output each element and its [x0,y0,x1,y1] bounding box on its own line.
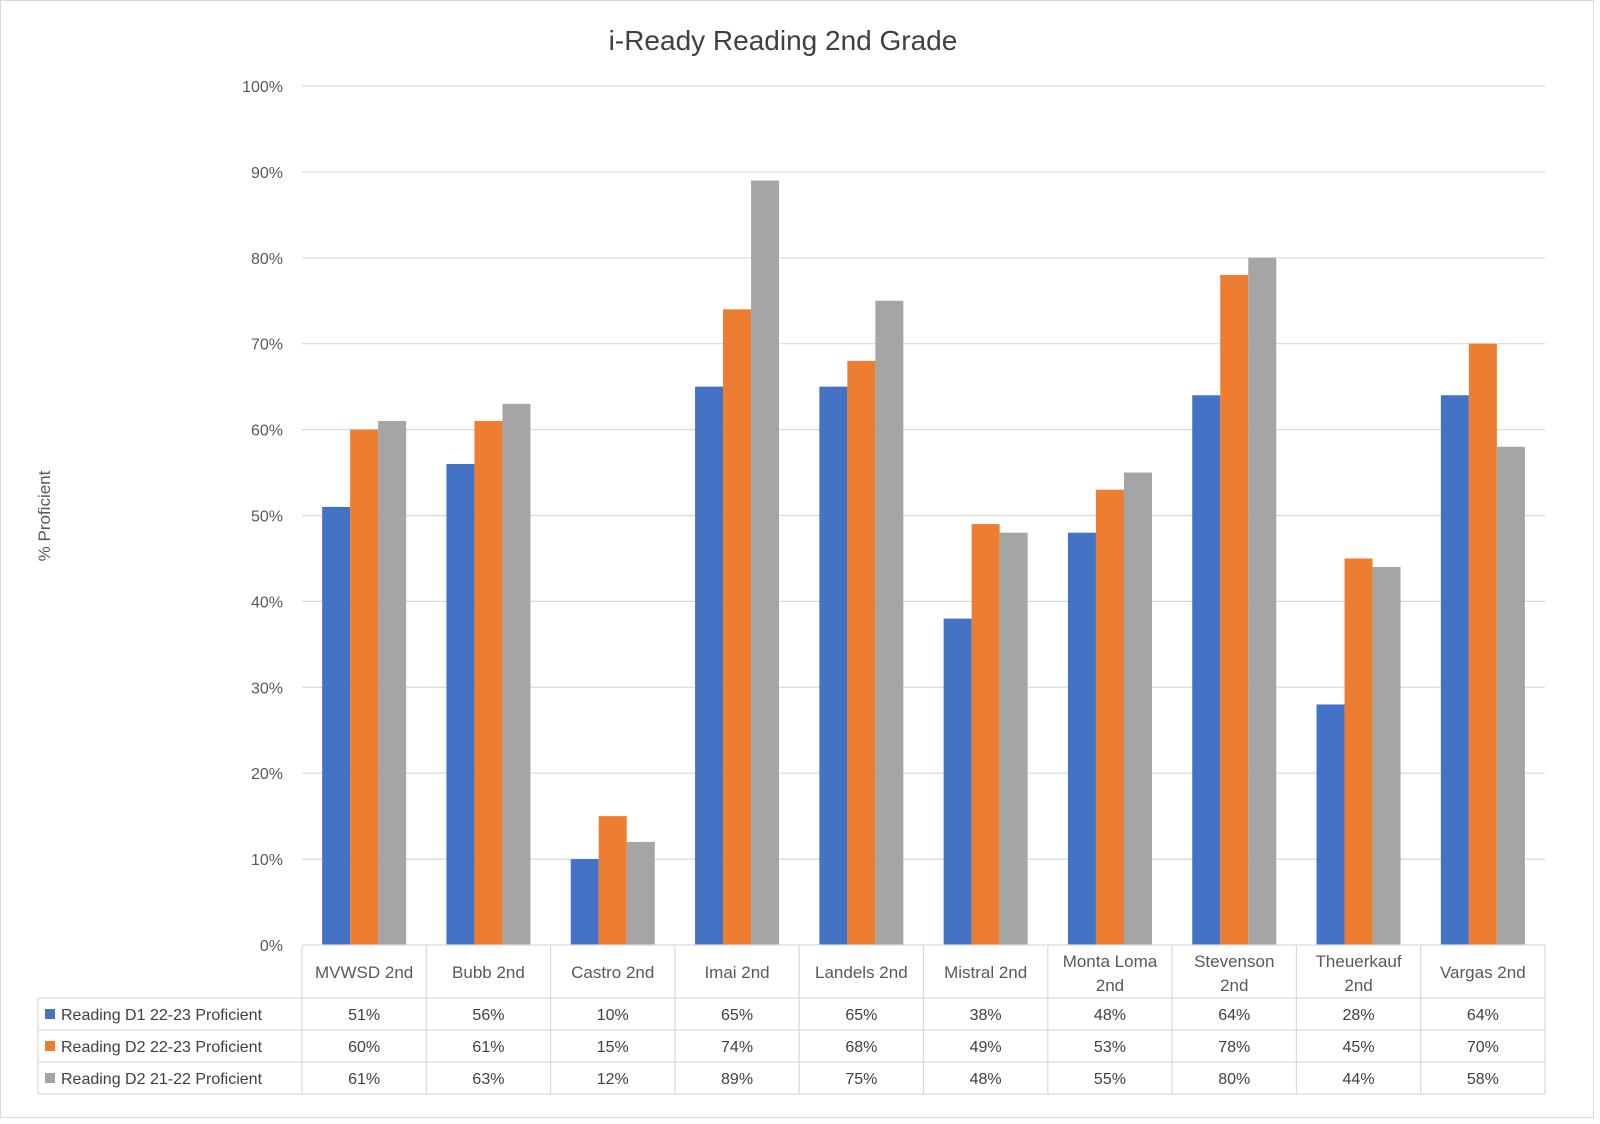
bar [1344,558,1373,945]
y-tick-label: 20% [251,766,283,783]
data-label: 78% [1218,1039,1250,1056]
data-label: 38% [970,1007,1002,1024]
bar [350,429,379,946]
category-label: MVWSD 2nd [315,963,413,982]
data-label: 44% [1343,1071,1375,1088]
data-label: 48% [970,1071,1002,1088]
y-axis-label: % Proficient [35,470,54,561]
legend-key [45,1009,55,1019]
y-tick-label: 40% [251,594,283,611]
legend-label: Reading D2 22-23 Proficient [61,1039,263,1056]
category-label: Castro 2nd [571,963,654,982]
y-tick-label: 80% [251,251,283,268]
bar [999,532,1028,945]
data-label: 80% [1218,1071,1250,1088]
category-label: Theuerkauf [1316,952,1402,971]
data-label: 10% [597,1007,629,1024]
bar [474,421,503,945]
bar [1468,343,1497,945]
bar [598,816,627,945]
bar [1095,489,1124,945]
data-label: 45% [1343,1039,1375,1056]
legend-key [45,1041,55,1051]
category-label: 2nd [1220,976,1248,995]
bar [751,180,780,946]
data-label: 55% [1094,1071,1126,1088]
data-label: 89% [721,1071,753,1088]
y-tick-label: 50% [251,509,283,526]
bar [446,463,475,945]
bar [695,386,724,945]
category-label: Landels 2nd [815,963,908,982]
bar [875,300,904,945]
bars [322,180,1525,946]
data-label: 56% [472,1007,504,1024]
legend-label: Reading D2 21-22 Proficient [61,1071,263,1088]
bar [943,618,972,945]
data-label: 64% [1467,1007,1499,1024]
data-label: 70% [1467,1039,1499,1056]
data-label: 68% [845,1039,877,1056]
y-tick-label: 0% [260,938,283,955]
data-label: 61% [348,1071,380,1088]
data-label: 12% [597,1071,629,1088]
category-label: Monta Loma [1063,952,1158,971]
category-label: 2nd [1344,976,1372,995]
bar [570,859,599,945]
category-label: Vargas 2nd [1440,963,1526,982]
bar [1496,446,1525,945]
category-label: 2nd [1096,976,1124,995]
data-label: 53% [1094,1039,1126,1056]
y-tick-labels: 0% 10% 20% 30% 40% 50% 60% 70% 80% 90% 100% [242,79,283,955]
category-label: Bubb 2nd [452,963,525,982]
data-label: 64% [1218,1007,1250,1024]
bar [1123,472,1152,945]
bar [971,524,1000,945]
data-label: 51% [348,1007,380,1024]
data-label: 48% [1094,1007,1126,1024]
data-label: 75% [845,1071,877,1088]
y-tick-label: 60% [251,423,283,440]
data-label: 74% [721,1039,753,1056]
data-label: 63% [472,1071,504,1088]
data-label: 28% [1343,1007,1375,1024]
category-label: Mistral 2nd [944,963,1027,982]
bar [1248,257,1277,945]
chart-title: i-Ready Reading 2nd Grade [609,25,958,56]
bar [1067,532,1096,945]
bar [378,421,407,945]
y-tick-label: 100% [242,79,283,96]
y-tick-label: 30% [251,680,283,697]
category-label: Stevenson [1194,952,1274,971]
category-label: Imai 2nd [704,963,769,982]
data-label: 65% [845,1007,877,1024]
bar [1192,395,1221,945]
bar [1220,274,1249,946]
bar [723,309,752,946]
y-tick-label: 90% [251,165,283,182]
legend-label: Reading D1 22-23 Proficient [61,1007,263,1024]
bar [819,386,848,945]
bar [322,506,351,945]
legend-key [45,1073,55,1083]
data-label: 58% [1467,1071,1499,1088]
bar [502,403,531,946]
data-label: 49% [970,1039,1002,1056]
y-tick-label: 70% [251,337,283,354]
bar [1440,395,1469,945]
bar [1316,704,1345,945]
data-label: 15% [597,1039,629,1056]
data-label: 65% [721,1007,753,1024]
data-table: MVWSD 2nd Bubb 2nd Castro 2nd Imai 2nd Lande… [37,944,1546,1095]
data-label: 60% [348,1039,380,1056]
bar [1372,567,1401,945]
y-tick-label: 10% [251,852,283,869]
bar [847,360,876,945]
bar [626,841,655,945]
data-label: 61% [472,1039,504,1056]
